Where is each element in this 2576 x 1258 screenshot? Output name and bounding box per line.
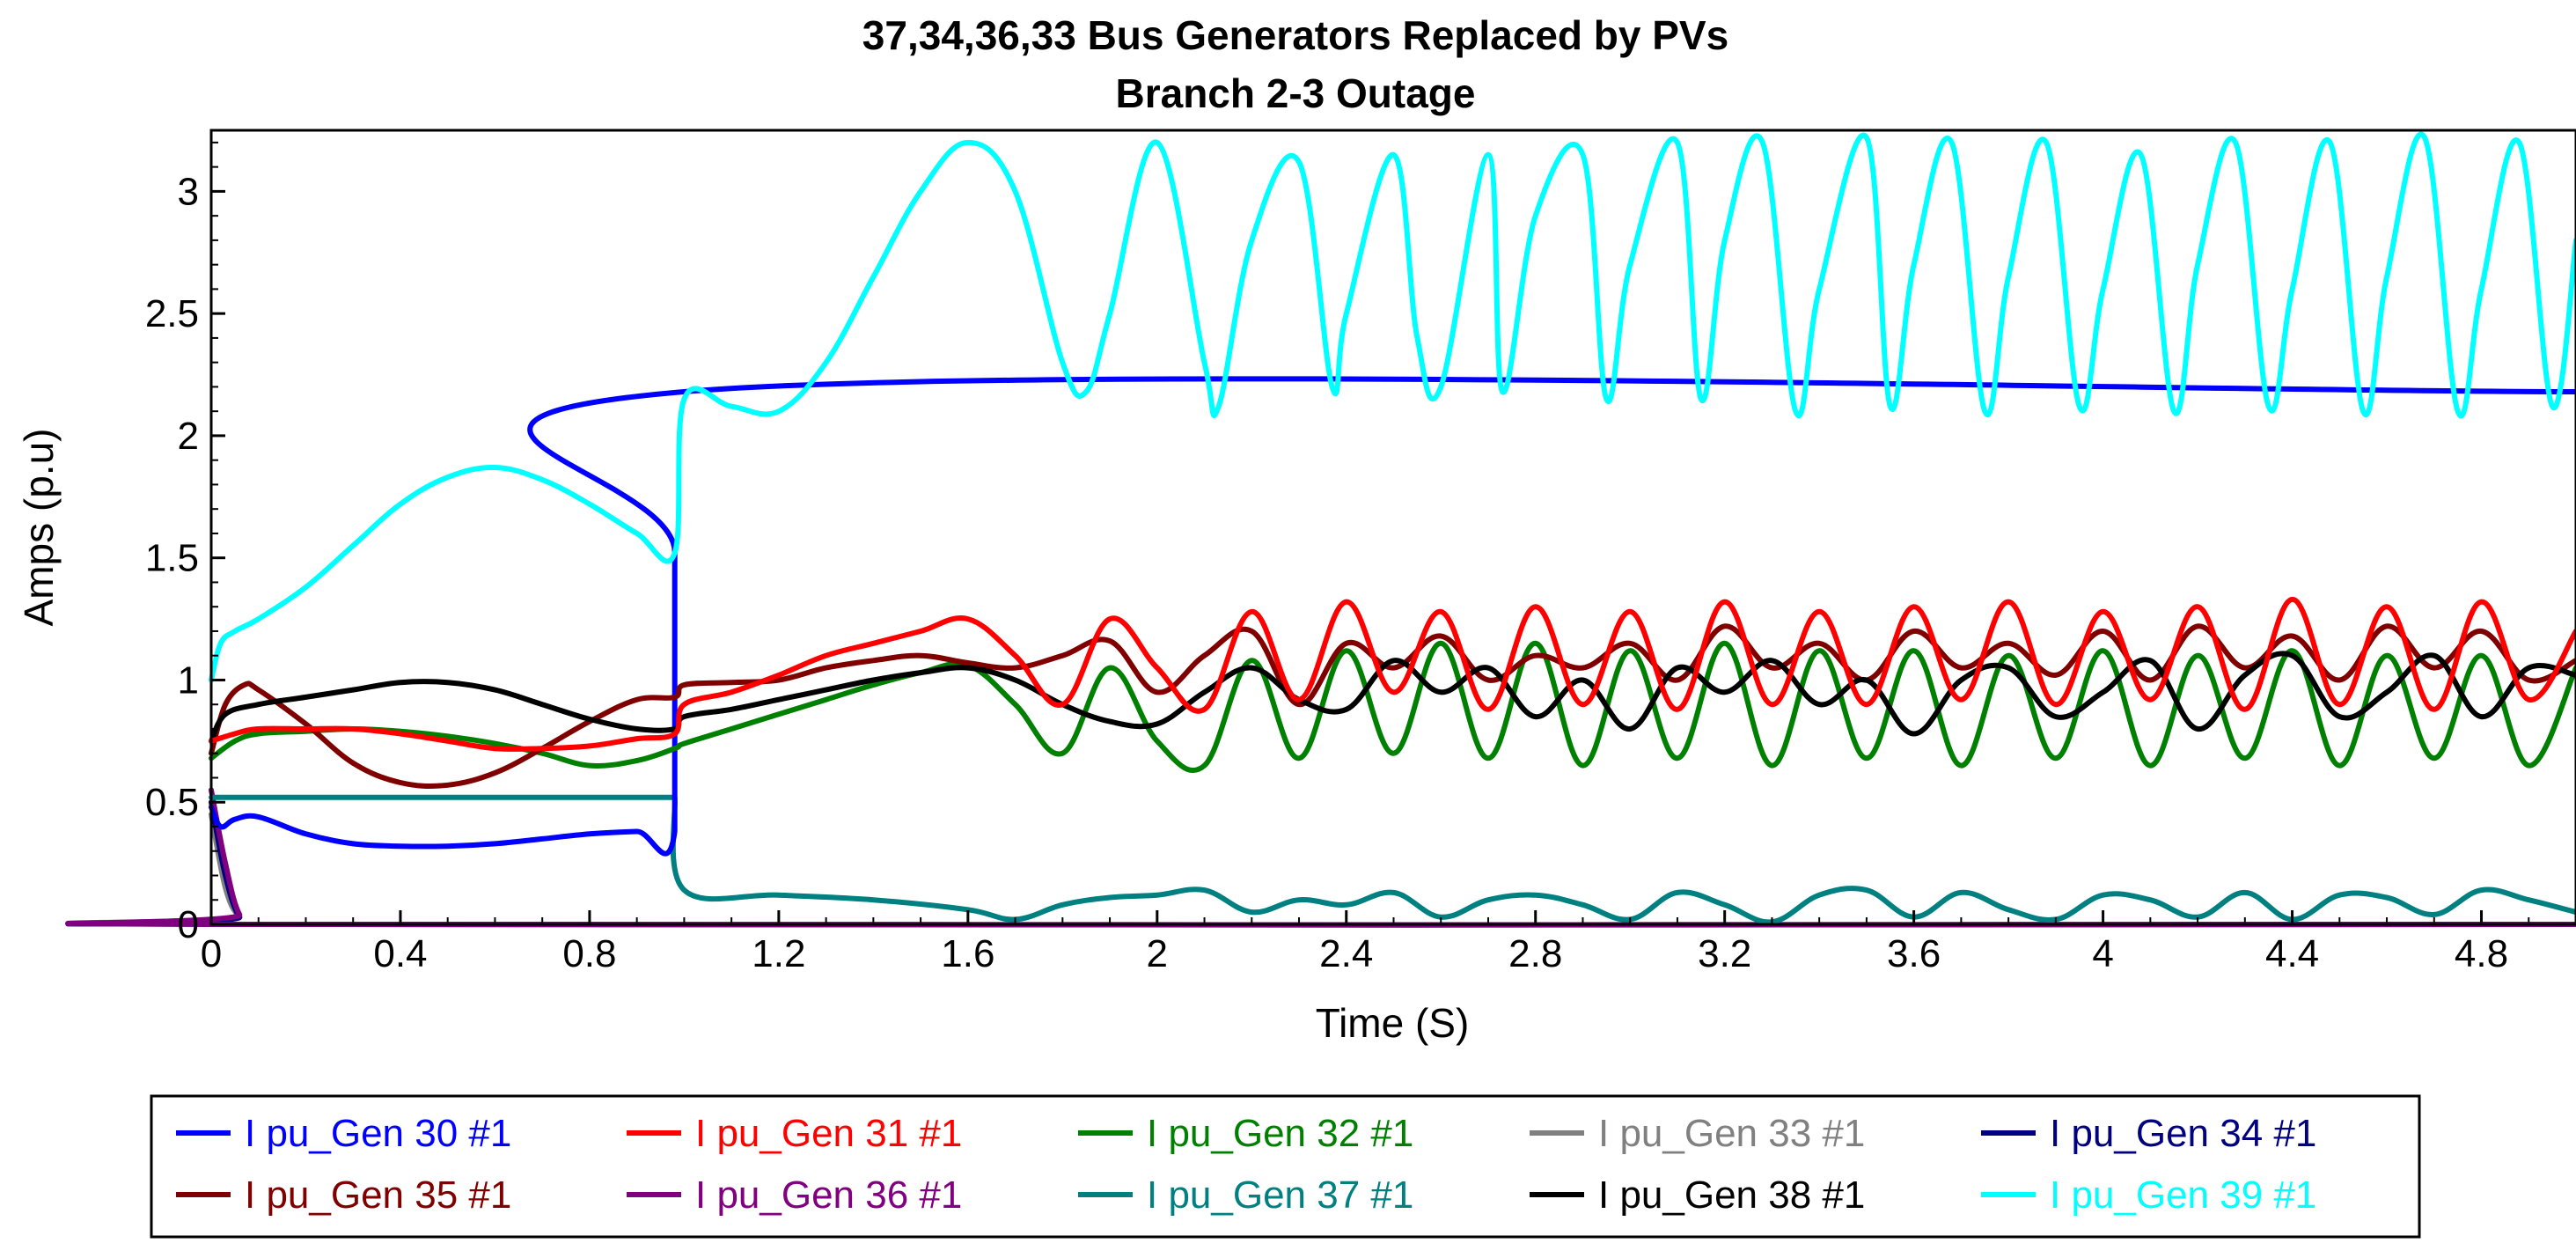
legend-label: I pu_Gen 39 #1 (2050, 1173, 2316, 1217)
series-line-i-pu-gen-39-1 (209, 131, 2576, 683)
series-line-i-pu-gen-31-1 (209, 596, 2576, 752)
legend-label: I pu_Gen 38 #1 (1598, 1173, 1865, 1217)
x-axis-label: Time (S) (1316, 1000, 1470, 1046)
legend-label: I pu_Gen 36 #1 (695, 1173, 962, 1217)
series-line-i-pu-gen-30-1 (209, 376, 2576, 857)
series-line-i-pu-gen-35-1 (209, 623, 2576, 789)
y-tick-label: 1.5 (145, 537, 199, 580)
x-tick-label: 0 (201, 932, 222, 975)
legend-label: I pu_Gen 37 #1 (1147, 1173, 1413, 1217)
plot-area (209, 129, 2576, 926)
series-line-i-pu-gen-38-1 (209, 651, 2576, 744)
legend-label: I pu_Gen 34 #1 (2050, 1112, 2316, 1155)
y-tick-label: 2 (178, 415, 199, 458)
series-layer (65, 131, 2576, 928)
y-axis-label: Amps (p.u) (16, 429, 62, 627)
x-tick-label: 4.8 (2455, 932, 2508, 975)
axis-ticks: 0 0.4 0.8 1.2 1.6 2 2.4 2.8 3.2 3.6 4 4.4 4.8 0 0.5 1 1.… (145, 141, 2576, 975)
x-tick-label: 3.2 (1698, 932, 1751, 975)
x-tick-label: 4.4 (2265, 932, 2319, 975)
x-tick-label: 0.8 (562, 932, 616, 975)
x-tick-label: 1.6 (941, 932, 994, 975)
x-tick-label: 2.8 (1508, 932, 1562, 975)
legend: I pu_Gen 30 #1 I pu_Gen 31 #1 I pu_Gen 32 … (150, 1094, 2421, 1239)
x-tick-label: 2 (1147, 932, 1168, 975)
series-line-i-pu-gen-33-1 (65, 812, 2576, 928)
x-tick-label: 0.4 (373, 932, 427, 975)
legend-label: I pu_Gen 33 #1 (1598, 1112, 1865, 1155)
series-line-i-pu-gen-34-1 (65, 799, 2576, 928)
y-tick-label: 2.5 (145, 292, 199, 335)
chart-title: 37,34,36,33 Bus Generators Replaced by P… (862, 12, 1728, 58)
y-tick-label: 0 (178, 903, 199, 946)
x-tick-label: 3.6 (1887, 932, 1941, 975)
legend-label: I pu_Gen 30 #1 (245, 1112, 511, 1155)
legend-label: I pu_Gen 35 #1 (245, 1173, 511, 1217)
y-tick-label: 0.5 (145, 781, 199, 824)
y-tick-label: 1 (178, 658, 199, 702)
legend-box (150, 1094, 2421, 1239)
chart-subtitle: Branch 2-3 Outage (1116, 70, 1476, 116)
y-tick-label: 3 (178, 170, 199, 213)
x-tick-label: 4 (2092, 932, 2113, 975)
series-line-i-pu-gen-37-1 (209, 794, 2576, 925)
legend-label: I pu_Gen 32 #1 (1147, 1112, 1413, 1155)
x-tick-label: 1.2 (752, 932, 805, 975)
legend-label: I pu_Gen 31 #1 (695, 1112, 962, 1155)
x-tick-label: 2.4 (1319, 932, 1373, 975)
